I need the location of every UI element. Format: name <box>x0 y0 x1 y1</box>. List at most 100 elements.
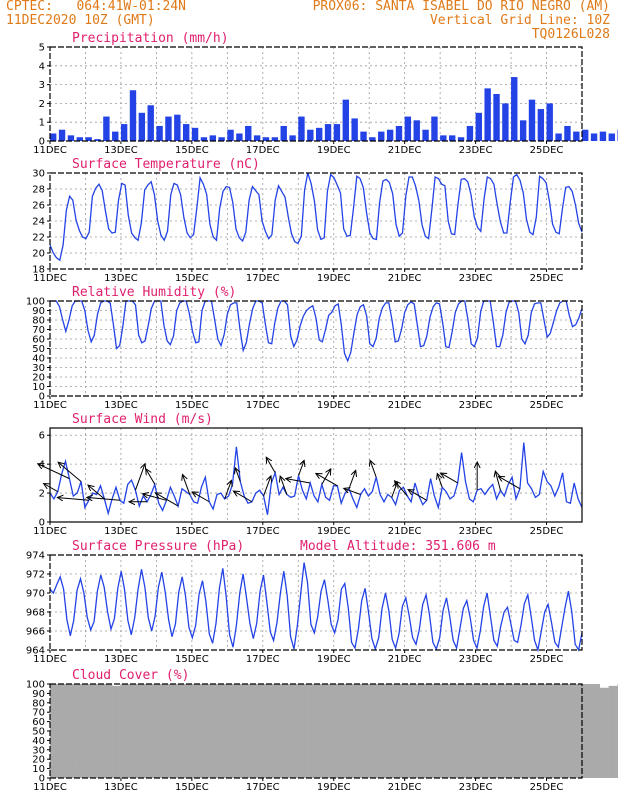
cloud-cover-bar <box>590 684 601 778</box>
precipitation-bar <box>599 131 607 141</box>
x-tick-label: 19DEC <box>317 782 351 793</box>
precipitation-panel: 0 1 2 3 4 5 11DEC 13DEC 15DEC 17DEC 19DEC 21DEC 23DE… <box>33 31 618 156</box>
wind-vector-arrow <box>193 492 210 503</box>
x-tick-label: 21DEC <box>388 654 422 665</box>
x-tick-label: 11DEC <box>33 526 67 537</box>
y-tick-label: 0 <box>39 137 45 148</box>
precipitation-bar <box>395 125 403 141</box>
y-tick-label: 24 <box>32 217 45 228</box>
precipitation-bar <box>94 139 101 141</box>
cloud-cover-bar <box>183 684 193 778</box>
cloud-cover-bar <box>85 684 95 778</box>
wind-vector-arrow <box>391 483 397 498</box>
x-tick-label: 21DEC <box>388 145 422 156</box>
x-tick-label: 17DEC <box>246 654 280 665</box>
x-tick-label: 21DEC <box>388 526 422 537</box>
precipitation-bar <box>484 88 491 141</box>
x-tick-label: 25DEC <box>530 273 564 284</box>
cloud-cover-bar <box>253 684 264 778</box>
precipitation-bar <box>590 133 598 141</box>
precipitation-bar <box>466 125 474 141</box>
cloud-cover-bar <box>431 684 441 778</box>
precipitation-bar <box>191 127 199 141</box>
cloud-cover-bar <box>209 684 219 778</box>
cloud-cover-bar <box>564 684 574 778</box>
header-station-coords: CPTEC: 064:41W-01:24N <box>6 0 187 14</box>
x-tick-label: 13DEC <box>104 782 138 793</box>
wind-vector-arrow <box>146 470 156 485</box>
precipitation-bar <box>502 103 509 141</box>
precipitation-bar <box>386 129 394 141</box>
precipitation-bar <box>50 133 57 141</box>
precipitation-bar <box>573 131 580 141</box>
model-altitude-annotation: Model Altitude: 351.606 m <box>300 539 496 554</box>
precipitation-bar <box>227 129 234 141</box>
cloud-cover-bar <box>120 684 131 778</box>
precipitation-bar <box>58 129 66 141</box>
panel-frame <box>49 46 583 142</box>
cloud-cover-bar <box>333 684 343 778</box>
cloud-cover-bar <box>466 684 476 778</box>
y-tick-label: 970 <box>26 589 45 600</box>
precipitation-bar <box>262 137 270 141</box>
x-tick-label: 13DEC <box>104 145 138 156</box>
cloud-cover-bar <box>413 684 423 778</box>
cloud-cover-bar <box>369 684 379 778</box>
precipitation-bar <box>85 137 92 141</box>
cloud-cover-bar <box>262 684 272 778</box>
y-tick-label: 80 <box>32 316 45 327</box>
x-tick-label: 23DEC <box>459 654 493 665</box>
x-tick-label: 19DEC <box>317 526 351 537</box>
humidity-series-line <box>50 300 583 363</box>
wind-vector-arrow <box>45 484 59 493</box>
precipitation-bar <box>138 112 146 141</box>
y-tick-label: 20 <box>32 373 45 384</box>
precipitation-bar <box>76 137 83 141</box>
y-tick-label: 50 <box>32 727 45 738</box>
precipitation-bar <box>404 116 412 141</box>
cloud-cover-bar <box>112 685 122 778</box>
cloud-cover-bar <box>218 684 228 778</box>
wind-vector-arrow <box>183 475 191 495</box>
precipitation-bar <box>449 135 456 141</box>
precipitation-bar <box>555 133 562 141</box>
y-tick-label: 968 <box>26 608 45 619</box>
x-tick-label: 13DEC <box>104 654 138 665</box>
y-tick-label: 20 <box>32 755 45 766</box>
x-tick-label: 15DEC <box>175 782 209 793</box>
temperature-title: Surface Temperature (nC) <box>72 157 260 172</box>
x-tick-label: 23DEC <box>459 273 493 284</box>
y-tick-label: 2 <box>39 489 45 500</box>
humidity-title: Relative Humidity (%) <box>72 285 236 300</box>
y-tick-label: 22 <box>32 233 45 244</box>
precipitation-bar <box>324 124 332 141</box>
precipitation-bar <box>582 129 589 141</box>
panel-frame <box>49 300 583 397</box>
y-tick-label: 40 <box>32 736 45 747</box>
y-tick-label: 70 <box>32 708 45 719</box>
precipitation-bar <box>431 116 438 141</box>
wind-vector-arrow <box>39 464 70 480</box>
x-tick-label: 13DEC <box>104 526 138 537</box>
wind-series-line <box>49 442 583 516</box>
y-tick-label: 100 <box>26 297 45 308</box>
precipitation-bar <box>289 135 296 141</box>
y-tick-label: 4 <box>39 61 45 72</box>
precipitation-bar <box>351 118 358 141</box>
precipitation-bar <box>245 125 252 141</box>
cloud-cover-bar <box>360 684 370 778</box>
cloud-cover-bar <box>422 684 432 778</box>
panel-frame <box>49 427 583 523</box>
x-tick-label: 23DEC <box>459 526 493 537</box>
cloud-cover-bar <box>599 687 609 778</box>
precipitation-bar <box>413 120 420 141</box>
cloud-cover-bar <box>546 684 556 778</box>
cloud-cover-bar <box>573 684 583 778</box>
x-tick-label: 15DEC <box>175 400 209 411</box>
cloud-cover-bar <box>138 684 148 778</box>
wind-vector-arrow <box>156 493 179 507</box>
wind-vector-arrow <box>317 474 338 487</box>
cloud-cover-bar <box>457 684 468 778</box>
precipitation-bar <box>165 116 172 141</box>
cloud-cover-bar <box>537 684 547 778</box>
